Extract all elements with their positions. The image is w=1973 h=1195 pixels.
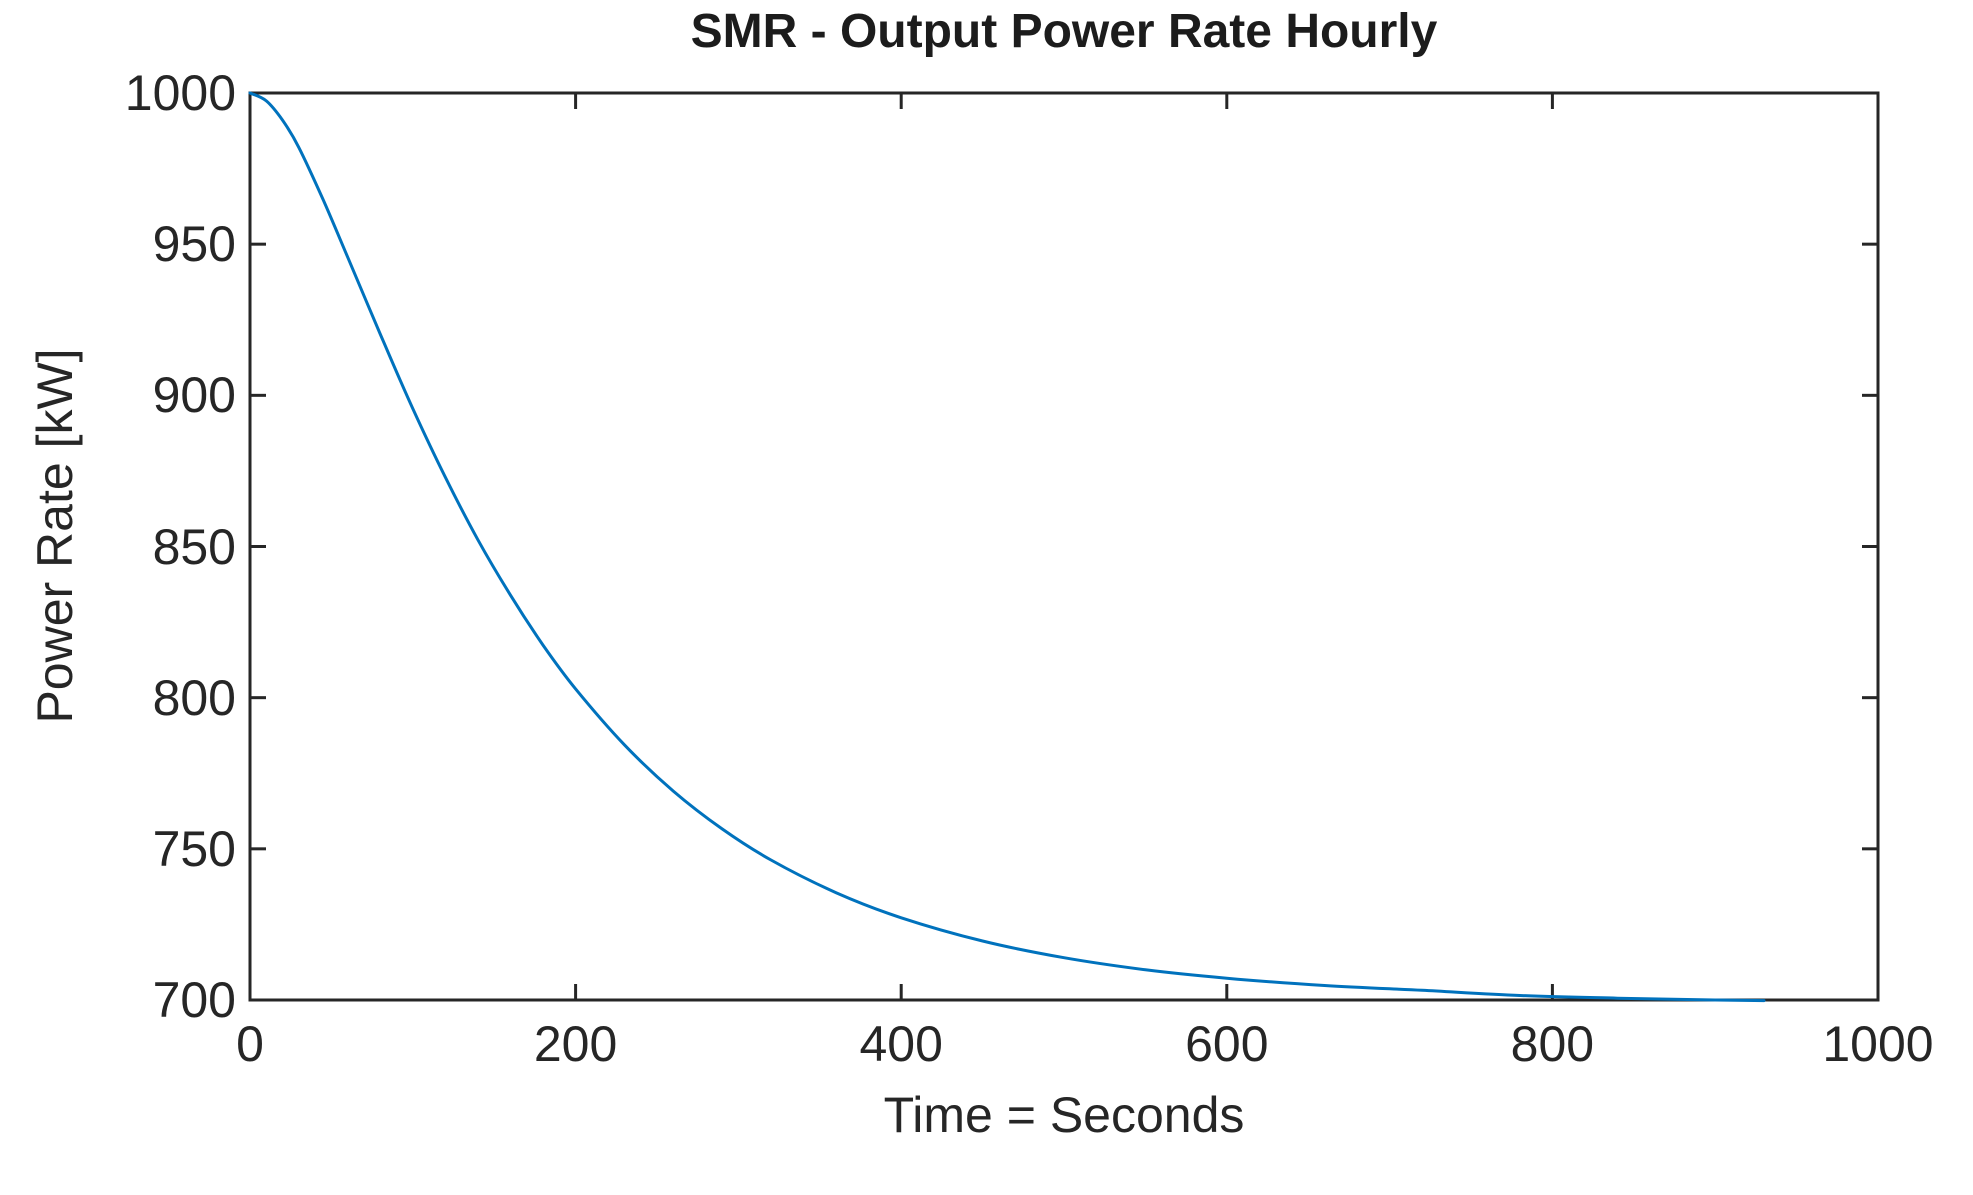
x-tick-label: 200 xyxy=(533,1016,618,1072)
chart-title: SMR - Output Power Rate Hourly xyxy=(690,5,1438,58)
y-tick-label: 950 xyxy=(152,216,236,273)
x-tick-label: 800 xyxy=(1510,1016,1595,1072)
y-tick-label: 700 xyxy=(152,972,236,1028)
x-tick-label: 1000 xyxy=(1822,1016,1934,1072)
axes-box xyxy=(248,91,1880,1002)
y-tick-label: 800 xyxy=(152,669,236,726)
y-tick-label: 1000 xyxy=(124,65,236,121)
x-tick-label: 400 xyxy=(859,1016,943,1072)
power-rate-line xyxy=(248,91,1766,1003)
y-tick-label: 900 xyxy=(152,367,236,424)
y-tick-label: 850 xyxy=(152,518,236,575)
x-tick-label: 0 xyxy=(236,1016,264,1072)
x-tick-label: 600 xyxy=(1185,1016,1269,1072)
y-tick-label: 750 xyxy=(152,820,236,877)
x-axis-label: Time = Seconds xyxy=(883,1087,1245,1143)
